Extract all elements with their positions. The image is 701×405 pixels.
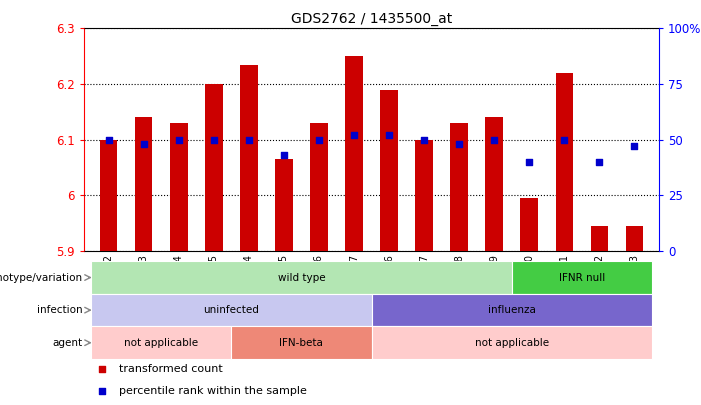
Point: [173, 136, 184, 143]
Bar: [590, 226, 608, 251]
Bar: [170, 123, 187, 251]
Bar: [91, 261, 512, 294]
Text: not applicable: not applicable: [124, 338, 198, 348]
Point: [138, 141, 149, 147]
Point: [629, 143, 640, 149]
Bar: [485, 117, 503, 251]
Text: percentile rank within the sample: percentile rank within the sample: [119, 386, 307, 396]
Bar: [275, 159, 293, 251]
Bar: [512, 261, 652, 294]
Bar: [231, 326, 372, 359]
Bar: [100, 140, 117, 251]
Point: [96, 388, 107, 394]
Text: uninfected: uninfected: [203, 305, 259, 315]
Point: [489, 136, 500, 143]
Bar: [556, 73, 573, 251]
Text: wild type: wild type: [278, 273, 325, 283]
Bar: [625, 226, 643, 251]
Bar: [345, 56, 363, 251]
Bar: [135, 117, 153, 251]
Point: [96, 366, 107, 372]
Point: [418, 136, 430, 143]
Point: [524, 159, 535, 165]
Bar: [91, 326, 231, 359]
Point: [559, 136, 570, 143]
Text: agent: agent: [53, 338, 83, 348]
Bar: [205, 84, 222, 251]
Bar: [372, 326, 652, 359]
Bar: [372, 294, 652, 326]
Bar: [450, 123, 468, 251]
Point: [594, 159, 605, 165]
Point: [348, 132, 360, 139]
Bar: [310, 123, 327, 251]
Point: [208, 136, 219, 143]
Title: GDS2762 / 1435500_at: GDS2762 / 1435500_at: [291, 12, 452, 26]
Text: transformed count: transformed count: [119, 364, 223, 374]
Point: [243, 136, 254, 143]
Bar: [520, 198, 538, 251]
Bar: [91, 294, 372, 326]
Point: [278, 152, 290, 158]
Point: [103, 136, 114, 143]
Point: [313, 136, 325, 143]
Bar: [380, 90, 397, 251]
Point: [383, 132, 395, 139]
Text: influenza: influenza: [488, 305, 536, 315]
Text: IFNR null: IFNR null: [559, 273, 605, 283]
Bar: [240, 64, 257, 251]
Text: genotype/variation: genotype/variation: [0, 273, 83, 283]
Text: IFN-beta: IFN-beta: [280, 338, 323, 348]
Text: not applicable: not applicable: [475, 338, 549, 348]
Text: infection: infection: [36, 305, 83, 315]
Point: [454, 141, 465, 147]
Bar: [415, 140, 433, 251]
